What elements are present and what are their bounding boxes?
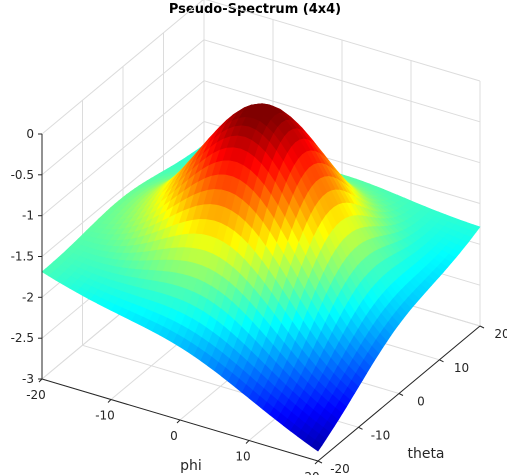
y-tick bbox=[317, 460, 323, 464]
z-tick-label: -0.5 bbox=[11, 168, 34, 182]
z-tick-label: 0 bbox=[26, 127, 34, 141]
surface bbox=[41, 103, 481, 452]
z-tick-label: -3 bbox=[22, 372, 34, 386]
y-tick bbox=[398, 393, 404, 396]
gridline bbox=[41, 39, 205, 176]
z-tick-label: -1 bbox=[22, 209, 34, 223]
gridline bbox=[41, 0, 204, 135]
x-axis-label: phi bbox=[180, 458, 202, 474]
x-tick-label: 20 bbox=[304, 470, 319, 475]
z-tick-label: -2 bbox=[22, 290, 34, 304]
axes: -20 -10 0 10 20 -20 -10 0 10 20 -3 -2.5 -2 -1.5 -1 -0.5… bbox=[11, 127, 507, 475]
y-tick bbox=[439, 359, 444, 363]
gridline bbox=[41, 80, 205, 217]
z-tick-label: -1.5 bbox=[11, 250, 34, 264]
y-tick-label: 10 bbox=[454, 361, 469, 375]
y-tick-label: -10 bbox=[371, 428, 391, 442]
x-tick-label: -20 bbox=[26, 388, 46, 402]
y-tick-label: 0 bbox=[417, 395, 425, 409]
gridline bbox=[203, 39, 481, 123]
x-tick bbox=[176, 419, 181, 424]
y-tick-label: 20 bbox=[494, 327, 507, 341]
x-tick bbox=[107, 399, 112, 403]
x-tick bbox=[314, 460, 319, 465]
gridline bbox=[205, 0, 481, 82]
x-tick-label: 0 bbox=[170, 429, 178, 443]
x-tick-label: 10 bbox=[235, 450, 250, 464]
gridline bbox=[203, 80, 481, 164]
x-tick bbox=[245, 440, 250, 444]
y-tick bbox=[479, 325, 485, 329]
y-axis-label: theta bbox=[407, 446, 444, 462]
z-tick-label: -2.5 bbox=[11, 331, 34, 345]
surface-patch bbox=[310, 439, 323, 452]
gridline bbox=[41, 121, 205, 257]
x-tick-label: -10 bbox=[95, 409, 115, 423]
y-tick bbox=[358, 426, 363, 430]
y-tick-label: -20 bbox=[330, 462, 350, 475]
chart-title: Pseudo-Spectrum (4x4) bbox=[169, 2, 341, 17]
